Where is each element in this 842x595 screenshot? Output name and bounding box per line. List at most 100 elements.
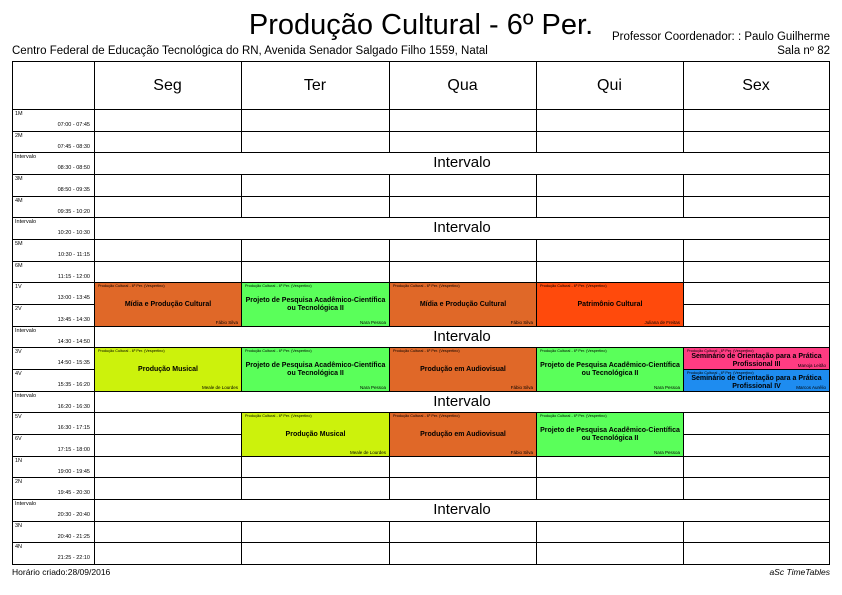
header-divider [13, 109, 829, 110]
period-time: 16:30 - 17:15 [57, 425, 90, 432]
lesson-class-label: Produção Cultural - 6º Per. (Vespertino) [98, 284, 165, 289]
period-time: 17:15 - 18:00 [57, 447, 90, 454]
period-name: 2V [15, 306, 22, 313]
lesson-cell: Produção Cultural - 6º Per. (Vespertino)… [241, 282, 390, 327]
page-title: Produção Cultural - 6º Per. [248, 9, 594, 41]
lesson-subject: Produção em Audiovisual [420, 431, 506, 439]
brand-label: aSc TimeTables [769, 567, 830, 577]
lesson-class-label: Produção Cultural - 6º Per. (Vespertino) [540, 414, 607, 419]
lesson-subject: Projeto de Pesquisa Acadêmico-Científica… [245, 297, 386, 313]
lesson-class-label: Produção Cultural - 6º Per. (Vespertino) [393, 414, 460, 419]
row-divider [13, 217, 829, 219]
row-divider [13, 260, 829, 262]
period-name: Intervalo [15, 501, 37, 508]
period-time: 10:30 - 11:15 [57, 252, 90, 259]
lesson-subject: Mídia e Produção Cultural [124, 301, 212, 309]
row-divider [13, 520, 829, 522]
period-time: 09:35 - 10:20 [57, 208, 90, 215]
lesson-teacher: Manoja Leitão [797, 363, 826, 369]
period-name: 3M [15, 176, 23, 182]
lesson-class-label: Produção Cultural - 6º Per. (Vespertino) [393, 284, 460, 289]
lesson-subject: Produção Musical [285, 431, 346, 439]
period-time: 14:50 - 15:35 [57, 360, 90, 367]
lesson-cell: Produção Cultural - 6º Per. (Vespertino)… [536, 347, 684, 392]
lesson-cell: Produção Cultural - 6º Per. (Vespertino)… [389, 412, 537, 457]
lesson-teacher: Fábio Silva [510, 449, 533, 455]
period-name: 4N [15, 544, 23, 551]
lesson-teacher: Meale de Lourdes [201, 384, 238, 390]
lesson-cell: Produção Cultural - 6º Per. (Vespertino)… [241, 347, 390, 392]
row-divider [13, 477, 829, 479]
period-name: 1V [15, 284, 22, 291]
lesson-teacher: Nara Pessoa [653, 384, 680, 390]
period-name: 4V [15, 371, 22, 378]
lesson-class-label: Produção Cultural - 6º Per. (Vespertino) [245, 349, 312, 354]
period-time: 11:15 - 12:00 [57, 273, 90, 280]
lesson-class-label: Produção Cultural - 6º Per. (Vespertino) [245, 414, 312, 419]
row-divider [13, 130, 829, 132]
lesson-teacher: Nara Pessoa [653, 449, 680, 455]
period-name: 1M [15, 111, 23, 117]
lesson-subject: Projeto de Pesquisa Acadêmico-Científica… [245, 362, 386, 378]
lesson-subject: Projeto de Pesquisa Acadêmico-Científica… [540, 362, 680, 378]
break-label: Intervalo [95, 326, 829, 348]
lesson-teacher: Meale de Lourdes [349, 449, 386, 455]
period-time: 08:50 - 09:35 [57, 187, 90, 193]
row-divider [13, 174, 829, 175]
period-time: 08:30 - 08:50 [57, 165, 90, 172]
lesson-class-label: Produção Cultural - 6º Per. (Vespertino) [687, 371, 754, 376]
lesson-cell: Produção Cultural - 6º Per. (Vespertino)… [389, 347, 537, 392]
lesson-teacher: Nara Pessoa [359, 319, 386, 325]
school-address: Centro Federal de Educação Tecnológica d… [12, 45, 488, 57]
lesson-cell: Produção Cultural - 6º Per. (Vespertino)… [683, 347, 830, 371]
period-name: 6M [15, 262, 23, 269]
lesson-teacher: Fábio Silva [510, 319, 533, 325]
period-name: 5V [15, 414, 22, 421]
break-label: Intervalo [95, 153, 829, 174]
break-label: Intervalo [95, 391, 829, 413]
lesson-teacher: Nara Pessoa [359, 384, 386, 390]
row-divider [13, 239, 829, 241]
period-time: 13:00 - 13:45 [57, 295, 90, 302]
break-label: Intervalo [95, 500, 829, 521]
lesson-class-label: Produção Cultural - 6º Per. (Vespertino) [245, 284, 312, 289]
lesson-teacher: Fábio Silva [215, 319, 238, 325]
period-time: 20:40 - 21:25 [57, 533, 90, 540]
lesson-class-label: Produção Cultural - 6º Per. (Vespertino) [540, 349, 607, 354]
row-divider [13, 499, 829, 501]
lesson-class-label: Produção Cultural - 6º Per. (Vespertino) [540, 284, 607, 289]
lesson-subject: Seminário de Orientação para a Prática P… [691, 375, 822, 391]
day-header-qui: Qui [597, 77, 622, 94]
created-date: Horário criado:28/09/2016 [12, 567, 111, 577]
period-name: 3V [15, 349, 22, 356]
period-time: 07:45 - 08:30 [57, 143, 90, 150]
period-time: 16:20 - 16:30 [57, 403, 90, 410]
period-name: 3N [15, 522, 23, 529]
period-time: 20:30 - 20:40 [57, 512, 90, 519]
lesson-subject: Produção Musical [138, 366, 198, 374]
lesson-class-label: Produção Cultural - 6º Per. (Vespertino) [393, 349, 460, 354]
period-name: Intervalo [15, 219, 37, 226]
lesson-cell: Produção Cultural - 6º Per. (Vespertino)… [683, 369, 830, 392]
lesson-cell: Produção Cultural - 6º Per. (Vespertino)… [94, 347, 242, 392]
lesson-teacher: Fábio Silva [510, 384, 533, 390]
lesson-cell: Produção Cultural - 6º Per. (Vespertino)… [536, 412, 684, 457]
period-name: 2N [15, 479, 23, 486]
period-time: 19:00 - 19:45 [57, 468, 90, 475]
lesson-subject: Projeto de Pesquisa Acadêmico-Científica… [540, 427, 680, 443]
period-time: 13:45 - 14:30 [57, 317, 90, 324]
period-name: Intervalo [15, 327, 37, 334]
lesson-cell: Produção Cultural - 6º Per. (Vespertino)… [536, 282, 684, 327]
period-name: 1N [15, 457, 23, 464]
row-divider [13, 195, 829, 197]
break-label: Intervalo [95, 218, 829, 239]
row-divider [13, 542, 829, 544]
row-divider [13, 152, 829, 154]
period-name: 5M [15, 241, 23, 248]
period-name: 4M [15, 197, 23, 204]
day-header-sex: Sex [742, 77, 770, 94]
period-time: 15:35 - 16:20 [57, 382, 90, 389]
period-time: 19:45 - 20:30 [57, 490, 90, 497]
period-time: 10:20 - 10:30 [57, 230, 90, 237]
lesson-class-label: Produção Cultural - 6º Per. (Vespertino) [687, 349, 754, 354]
